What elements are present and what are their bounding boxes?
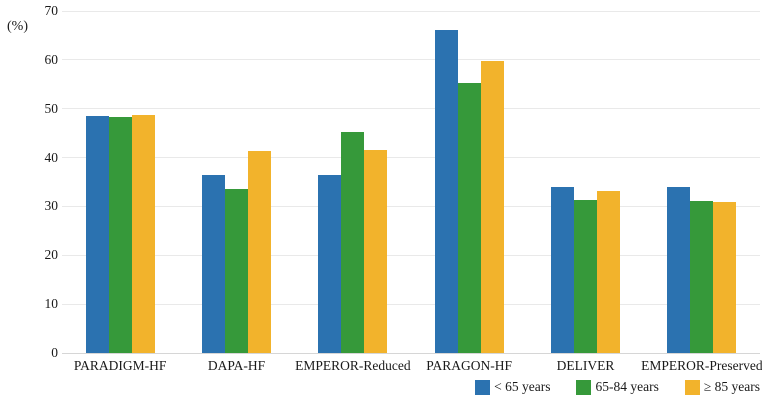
y-tick-label-60: 60 — [44, 51, 59, 67]
gridline-y-60 — [62, 59, 760, 61]
legend-item-< 65 years: < 65 years — [475, 379, 550, 395]
legend-swatch-icon — [684, 379, 700, 395]
gridline-y-70 — [62, 10, 760, 12]
bar-group-EMPEROR-Reduced — [318, 11, 388, 353]
y-tick-label-40: 40 — [44, 149, 59, 165]
y-tick-label-30: 30 — [44, 198, 59, 214]
bar-group-DELIVER — [551, 11, 620, 353]
legend-label: < 65 years — [494, 379, 551, 394]
bar-EMPEROR-Preserved-65-84 years — [690, 201, 714, 353]
gridline-y-30 — [62, 205, 760, 207]
legend-item-≥ 85 years: ≥ 85 years — [684, 379, 760, 395]
x-axis-label-PARADIGM-HF: PARADIGM-HF — [73, 358, 167, 373]
legend-item-65-84 years: 65-84 years — [576, 379, 659, 395]
gridline-y-0 — [62, 352, 760, 354]
x-axis-label-EMPEROR-Reduced: EMPEROR-Reduced — [295, 358, 411, 373]
x-axis-label-PARAGON-HF: PARAGON-HF — [426, 358, 513, 373]
y-axis-unit-label: (%) — [7, 19, 28, 34]
bar-PARAGON-HF-65-84 years — [457, 83, 481, 353]
x-axis-label-EMPEROR-Preserved: EMPEROR-Preserved — [641, 358, 762, 373]
bar-DAPA-HF-< 65 years — [202, 175, 225, 353]
legend-swatch-icon — [576, 379, 592, 395]
x-axis-label-DAPA-HF: DAPA-HF — [207, 358, 266, 373]
bar-DAPA-HF-65-84 years — [225, 188, 248, 353]
legend-label: 65-84 years — [595, 379, 659, 394]
bar-group-DAPA-HF — [202, 11, 271, 353]
legend-swatch-icon — [475, 379, 491, 395]
gridline-y-10 — [62, 303, 760, 305]
bar-PARADIGM-HF-< 65 years — [85, 116, 109, 353]
y-tick-label-0: 0 — [51, 345, 58, 360]
bar-group-PARADIGM-HF — [85, 11, 155, 353]
y-tick-label-50: 50 — [44, 100, 59, 116]
bar-DELIVER-< 65 years — [551, 187, 574, 353]
gridline-y-50 — [62, 108, 760, 110]
plot-area — [62, 10, 760, 354]
y-tick-label-70: 70 — [44, 3, 59, 18]
gridline-y-20 — [62, 254, 760, 256]
legend-label: ≥ 85 years — [703, 379, 760, 394]
bar-EMPEROR-Reduced-< 65 years — [318, 175, 342, 353]
bar-EMPEROR-Reduced-≥ 85 years — [364, 150, 388, 353]
bar-group-EMPEROR-Preserved — [667, 11, 737, 353]
bar-DELIVER-≥ 85 years — [597, 190, 620, 353]
bar-DAPA-HF-≥ 85 years — [248, 150, 271, 353]
y-tick-label-20: 20 — [44, 247, 59, 263]
legend: < 65 years 65-84 years ≥ 85 years — [475, 379, 760, 395]
bar-EMPEROR-Preserved-< 65 years — [667, 187, 691, 353]
bar-group-PARAGON-HF — [434, 11, 504, 353]
y-tick-label-10: 10 — [44, 296, 59, 312]
x-axis-label-DELIVER: DELIVER — [556, 358, 615, 373]
gridline-y-40 — [62, 157, 760, 159]
bar-PARADIGM-HF-65-84 years — [108, 117, 132, 353]
bar-DELIVER-65-84 years — [574, 199, 597, 353]
bar-PARAGON-HF-≥ 85 years — [480, 60, 504, 353]
bar-PARAGON-HF-< 65 years — [434, 29, 458, 353]
bar-EMPEROR-Preserved-≥ 85 years — [713, 201, 737, 353]
bar-EMPEROR-Reduced-65-84 years — [341, 132, 365, 353]
bar-PARADIGM-HF-≥ 85 years — [131, 115, 155, 353]
